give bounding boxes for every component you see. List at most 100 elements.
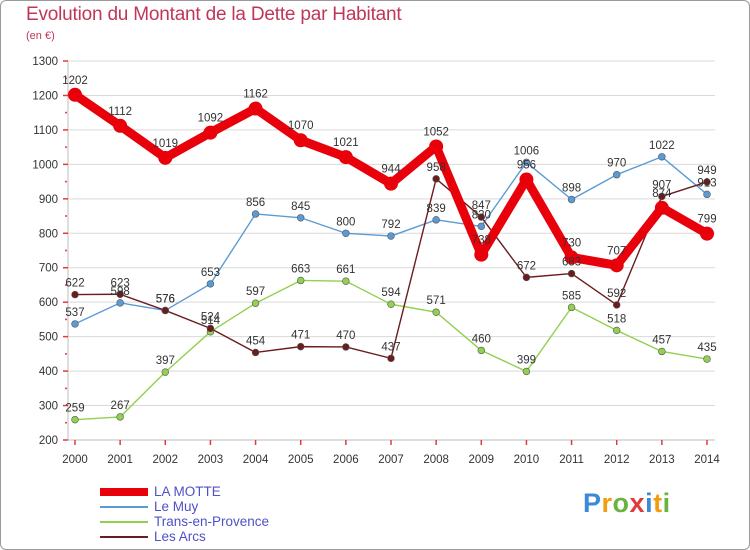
data-label: 397 (156, 355, 175, 367)
data-point (567, 269, 576, 278)
data-point (116, 413, 124, 421)
data-label: 514 (201, 315, 221, 327)
data-point (293, 133, 308, 148)
chart-unit-label: (en €) (26, 30, 55, 42)
data-label: 1019 (152, 138, 178, 150)
x-tick-label: 2011 (559, 454, 584, 466)
data-label: 672 (517, 260, 536, 272)
data-label: 471 (291, 330, 310, 342)
y-tick-label: 600 (39, 297, 58, 309)
data-point (387, 232, 395, 240)
data-label: 470 (336, 330, 355, 342)
x-tick-label: 2014 (694, 454, 720, 466)
x-tick-label: 2012 (604, 454, 630, 466)
legend-swatch (100, 536, 148, 538)
y-minor-tick (65, 111, 67, 114)
y-minor-tick (65, 215, 67, 218)
logo-letter: i (645, 488, 654, 518)
data-point (116, 290, 124, 298)
y-tick-label: 500 (39, 332, 58, 344)
data-label: 537 (65, 307, 84, 319)
data-label: 1092 (198, 113, 224, 125)
x-tick-label: 2009 (468, 454, 494, 466)
y-minor-tick (65, 283, 67, 286)
data-point (387, 300, 395, 308)
logo-letter: t (653, 488, 663, 518)
data-label: 622 (65, 278, 84, 290)
chart-title: Evolution du Montant de la Dette par Hab… (26, 4, 402, 25)
data-label: 435 (697, 342, 716, 354)
data-point (68, 87, 82, 102)
y-minor-tick (65, 352, 67, 355)
data-point (567, 303, 576, 312)
data-label: 874 (652, 188, 672, 200)
y-minor-tick (65, 421, 67, 424)
y-tick-label: 700 (39, 263, 58, 275)
data-point (158, 150, 173, 165)
legend-swatch (100, 488, 148, 496)
data-label: 707 (607, 245, 626, 257)
data-point (567, 195, 576, 204)
data-label: 956 (517, 160, 536, 172)
y-minor-tick (65, 249, 67, 252)
data-label: 571 (427, 295, 446, 307)
data-label: 437 (381, 341, 400, 353)
data-point (609, 258, 624, 273)
data-label: 800 (336, 216, 355, 228)
data-point (613, 326, 621, 335)
data-label: 576 (156, 293, 175, 305)
data-point (658, 153, 666, 161)
data-point (477, 222, 485, 231)
data-point (161, 306, 169, 315)
y-tick-label: 1000 (32, 159, 58, 171)
line-chart: 200 300 400 500 600 700 800 900 1000 1100 1200 1300… (32, 56, 720, 466)
data-label: 524 (201, 311, 221, 323)
x-tick-label: 2007 (378, 454, 404, 466)
data-label: 958 (427, 162, 446, 174)
data-point (522, 273, 531, 282)
data-point (251, 348, 260, 357)
data-point (658, 347, 666, 356)
data-label: 1021 (333, 137, 359, 149)
data-point (297, 342, 305, 351)
x-tick-label: 2000 (62, 454, 88, 466)
data-point (384, 176, 398, 191)
data-point (429, 139, 444, 154)
data-point (700, 226, 714, 241)
proxiti-logo: Proxiti (583, 488, 671, 519)
data-label: 799 (697, 214, 716, 226)
data-point (522, 158, 531, 166)
legend-label: Le Muy (154, 499, 199, 514)
logo-letter: P (583, 488, 602, 518)
data-label: 1070 (288, 120, 314, 132)
y-tick-label: 300 (39, 401, 58, 413)
y-minor-tick (65, 180, 67, 183)
data-label: 792 (381, 219, 400, 231)
y-minor-tick (65, 77, 67, 80)
data-point (203, 125, 218, 140)
data-point (654, 200, 669, 215)
x-tick-label: 2010 (514, 454, 540, 466)
y-tick-label: 800 (39, 228, 58, 240)
data-point (613, 301, 621, 309)
data-point (251, 299, 260, 307)
data-point (338, 150, 353, 165)
data-label: 730 (562, 237, 581, 249)
data-label: 1052 (423, 126, 449, 138)
legend-swatch (100, 521, 148, 523)
y-tick-label: 400 (39, 366, 58, 378)
data-label: 653 (201, 267, 220, 279)
x-tick-label: 2002 (152, 454, 178, 466)
data-label: 1112 (108, 106, 132, 118)
y-tick-label: 1300 (32, 56, 58, 68)
y-tick-label: 200 (39, 435, 58, 447)
data-label: 847 (472, 200, 491, 212)
data-point (297, 214, 305, 222)
x-tick-label: 2005 (288, 454, 314, 466)
data-point (477, 346, 485, 355)
y-tick-label: 900 (39, 194, 58, 206)
data-label: 820 (472, 209, 491, 221)
x-tick-label: 2013 (649, 454, 675, 466)
y-minor-tick (65, 318, 67, 321)
